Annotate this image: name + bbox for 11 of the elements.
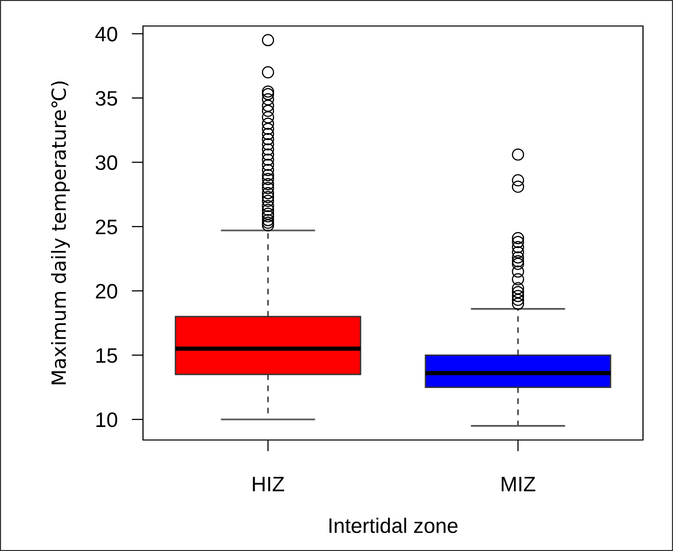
y-tick-label: 30 bbox=[96, 155, 118, 170]
y-tick-label: 10 bbox=[96, 412, 118, 428]
x-tick-label: HIZ bbox=[252, 476, 284, 492]
y-tick-label: 20 bbox=[96, 284, 118, 299]
y-tick-label: 25 bbox=[96, 220, 118, 234]
y-axis-title: Maximum daily temperature℃) bbox=[51, 81, 70, 384]
x-axis-title: Intertidal zone bbox=[329, 518, 458, 534]
x-tick-label: MIZ bbox=[502, 476, 536, 492]
y-tick-label: 15 bbox=[96, 348, 118, 363]
y-tick-label: 40 bbox=[95, 26, 118, 42]
y-tick-label: 35 bbox=[96, 91, 118, 106]
